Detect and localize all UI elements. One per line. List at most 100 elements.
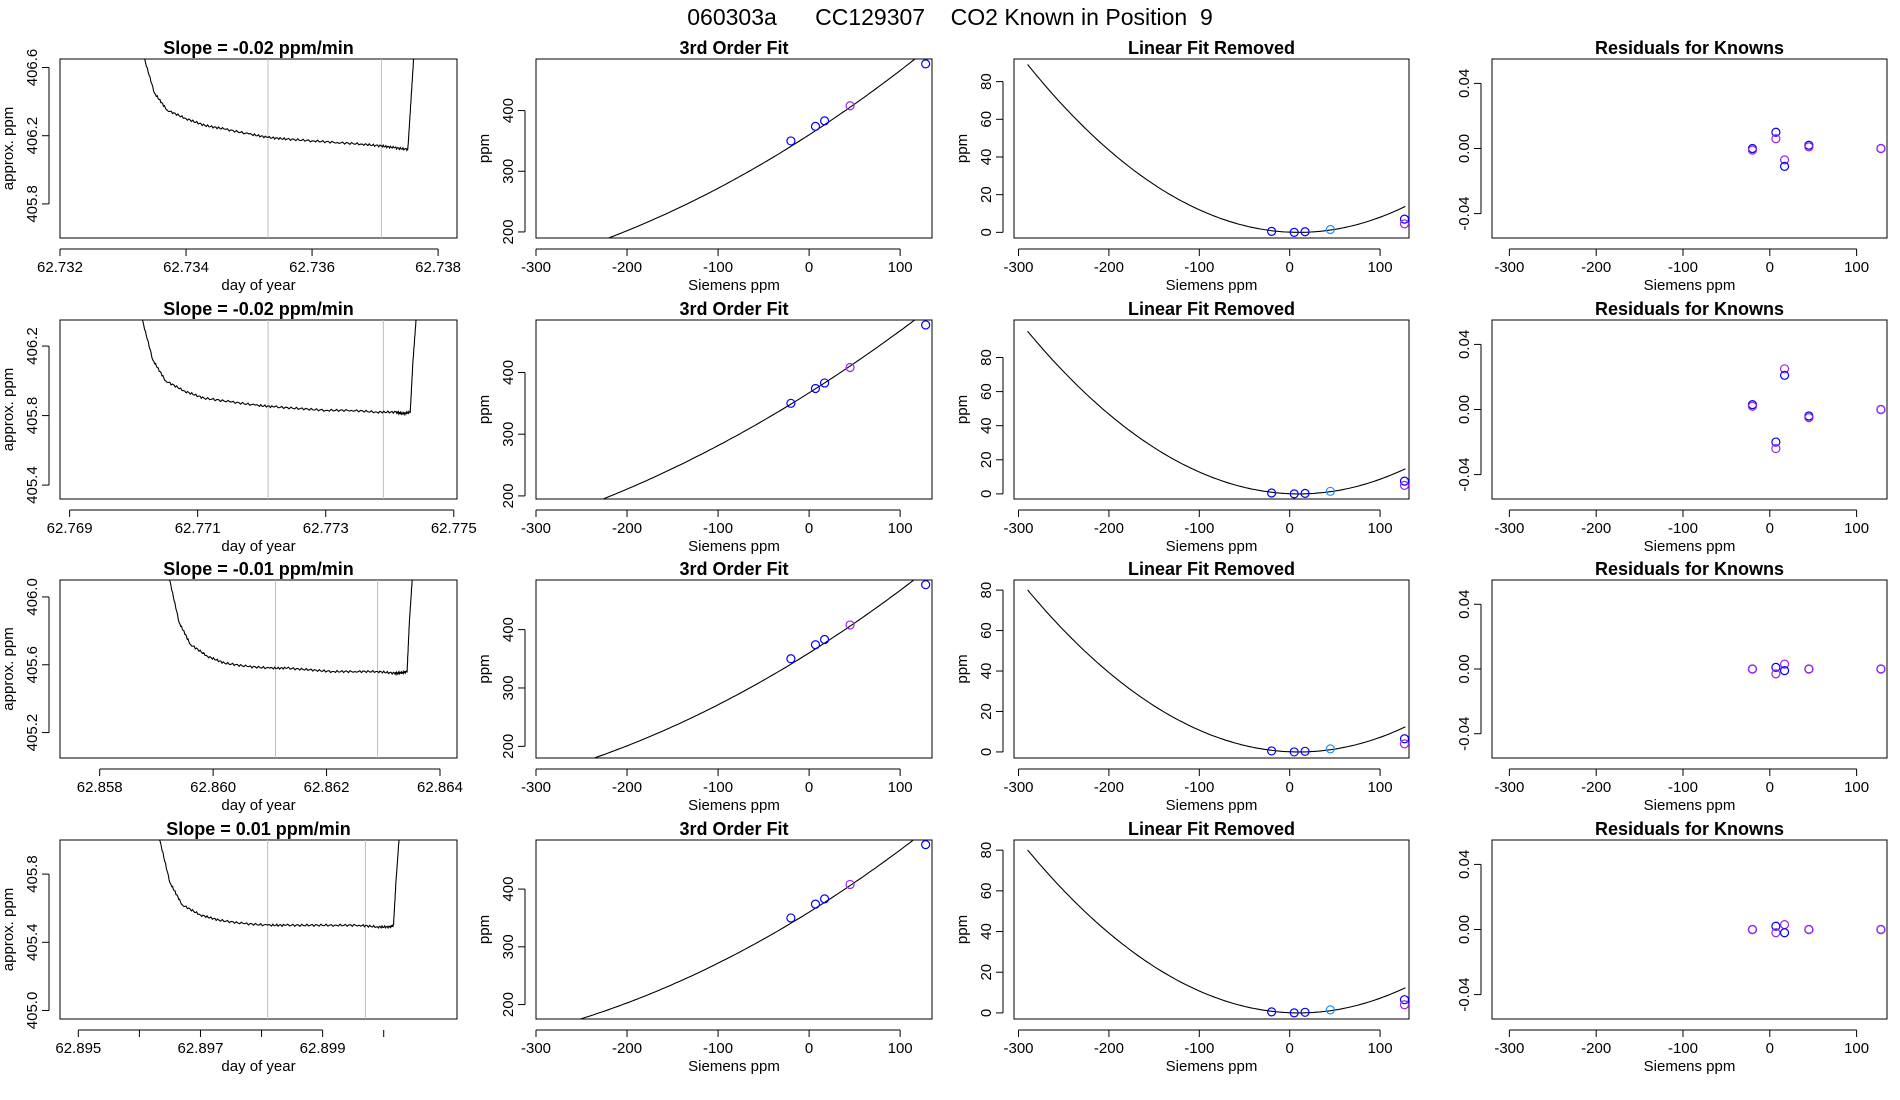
data-point	[1771, 928, 1781, 938]
plot-frame	[1013, 579, 1410, 759]
x-axis-label: Siemens ppm	[1166, 1058, 1258, 1075]
panel-title: Linear Fit Removed	[1128, 559, 1295, 579]
plot-frame	[1013, 58, 1410, 239]
data-point	[1399, 995, 1409, 1005]
panel-title: 3rd Order Fit	[679, 559, 788, 579]
ppm-trace	[143, 59, 415, 152]
data-point	[1289, 747, 1299, 757]
x-tick-label: -100	[703, 259, 733, 276]
panel-title: Residuals for Knowns	[1595, 299, 1784, 319]
data-point	[1771, 443, 1781, 454]
x-axis-label: Siemens ppm	[1166, 797, 1258, 814]
data-point	[1876, 143, 1886, 154]
x-tick-label: -200	[1094, 520, 1124, 537]
x-tick-label: 0	[1766, 520, 1774, 537]
x-tick-label: 62.858	[77, 779, 123, 796]
x-axis-label: Siemens ppm	[688, 1058, 780, 1075]
x-tick-label: 62.864	[417, 779, 463, 796]
data-layer	[1747, 920, 1886, 938]
data-point	[1771, 437, 1781, 447]
y-axis-label: approx. ppm	[0, 627, 17, 710]
data-point	[819, 634, 830, 645]
x-axis-label: Siemens ppm	[1166, 277, 1258, 294]
x-tick-label: -100	[1668, 1040, 1698, 1057]
plot-frame	[59, 839, 458, 1020]
data-point	[1267, 746, 1277, 756]
y-tick-label: 406.0	[24, 578, 41, 616]
x-tick-label: 62.775	[431, 520, 477, 537]
y-tick-label: 60	[978, 622, 995, 639]
y-tick-label: 0.00	[1456, 395, 1473, 424]
x-axis-label: Siemens ppm	[1166, 538, 1258, 555]
y-tick-label: 0	[978, 1009, 995, 1017]
y-tick-label: 300	[500, 934, 517, 959]
data-point	[1267, 1007, 1277, 1017]
x-tick-label: -200	[1094, 779, 1124, 796]
panel-r1-c4: Residuals for Knowns Siemens ppm -300 -200 -…	[1456, 38, 1888, 294]
y-tick-label: 405.6	[24, 646, 41, 684]
data-point	[786, 913, 796, 923]
panel-r4-c2: 3rd Order Fit Siemens ppm ppm -300 -200 -100 0…	[476, 819, 933, 1075]
y-tick-label: 406.2	[24, 117, 41, 155]
y-tick-label: 20	[978, 703, 995, 720]
panel-title: Slope = -0.01 ppm/min	[163, 559, 354, 579]
data-point	[1779, 666, 1790, 676]
data-point	[1289, 489, 1299, 499]
y-axis-label: ppm	[476, 915, 493, 944]
data-point	[810, 383, 821, 394]
x-tick-label: 62.738	[415, 259, 461, 276]
y-tick-label: 400	[500, 98, 517, 123]
y-axis-label: ppm	[476, 134, 493, 163]
y-tick-label: 200	[500, 219, 517, 244]
panel-r2-c1: Slope = -0.02 ppm/min day of year approx. …	[0, 299, 477, 555]
ppm-trace	[141, 320, 417, 417]
data-point	[1399, 219, 1409, 229]
y-tick-label: 0.04	[1456, 69, 1473, 98]
y-axis-label: ppm	[954, 654, 971, 683]
x-tick-label: 62.895	[55, 1040, 101, 1057]
y-tick-label: 0.04	[1456, 590, 1473, 619]
y-tick-label: 405.4	[24, 466, 41, 504]
plot-frame	[59, 579, 458, 759]
data-point	[1779, 370, 1790, 380]
plot-frame	[1013, 839, 1410, 1020]
x-axis-label: Siemens ppm	[688, 797, 780, 814]
x-tick-label: -300	[1494, 779, 1524, 796]
y-tick-label: 0.00	[1456, 654, 1473, 683]
data-point	[1779, 920, 1790, 930]
data-layer	[606, 59, 931, 238]
y-tick-label: 300	[500, 675, 517, 700]
data-point	[921, 59, 931, 69]
fit-curve	[1027, 849, 1406, 1014]
ppm-trace	[158, 840, 400, 930]
panel-r3-c4: Residuals for Knowns Siemens ppm -300 -200 -…	[1456, 559, 1888, 814]
x-axis-label: Siemens ppm	[688, 538, 780, 555]
x-tick-label: 62.897	[178, 1040, 224, 1057]
x-tick-label: 0	[805, 259, 813, 276]
data-point	[1876, 664, 1886, 674]
x-tick-label: -200	[612, 259, 642, 276]
y-axis-label: approx. ppm	[0, 368, 17, 451]
data-point	[1779, 161, 1790, 171]
y-tick-label: 40	[978, 149, 995, 166]
x-axis-label: day of year	[221, 538, 295, 555]
data-point	[1399, 1000, 1409, 1010]
data-point	[1779, 659, 1790, 669]
plot-frame	[535, 839, 933, 1020]
data-layer	[1747, 659, 1886, 679]
y-tick-label: 405.8	[24, 185, 41, 223]
x-tick-label: 62.732	[37, 259, 83, 276]
x-axis-label: day of year	[221, 1058, 295, 1075]
x-axis-label: Siemens ppm	[1644, 538, 1736, 555]
x-tick-label: -300	[1494, 259, 1524, 276]
y-tick-label: 405.2	[24, 714, 41, 752]
panel-r4-c1: Slope = 0.01 ppm/min day of year approx. p…	[0, 819, 458, 1075]
data-point	[810, 121, 821, 131]
data-point	[786, 398, 796, 408]
panel-title: Slope = 0.01 ppm/min	[166, 819, 351, 839]
x-tick-label: -300	[1004, 520, 1034, 537]
panel-r3-c1: Slope = -0.01 ppm/min day of year approx. …	[0, 559, 463, 814]
panel-title: Linear Fit Removed	[1128, 299, 1295, 319]
x-tick-label: 0	[1286, 520, 1294, 537]
y-tick-label: 300	[500, 422, 517, 447]
